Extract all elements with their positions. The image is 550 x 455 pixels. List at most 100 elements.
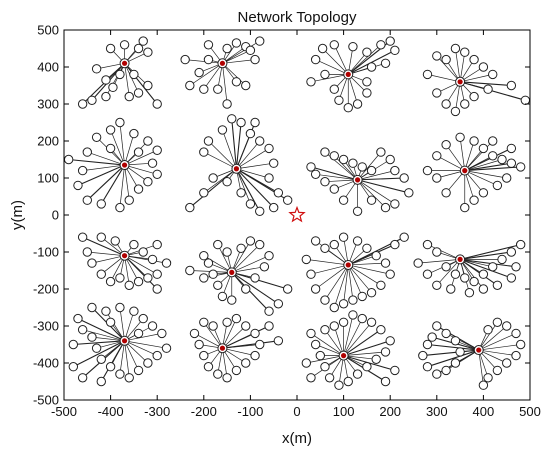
sensor-node-0-13: [115, 69, 125, 80]
link-6-19: [310, 166, 358, 181]
sensor-node-9-19: [264, 306, 274, 316]
x-axis-label: x(m): [282, 430, 312, 447]
sensor-node-5-4: [236, 117, 246, 128]
sensor-node-6-12: [380, 202, 391, 213]
link-12-7: [124, 340, 130, 378]
sensor-node-11-1: [432, 247, 442, 257]
sensor-node-0-5: [108, 82, 118, 93]
link-10-10: [347, 264, 372, 293]
link-14-9: [343, 355, 377, 360]
link-5-14: [236, 168, 251, 205]
sensor-node-11-13: [492, 280, 503, 290]
sensor-node-0-1: [105, 43, 116, 54]
sensor-node-8-12: [129, 239, 139, 250]
sensor-node-1-8: [250, 54, 260, 65]
link-6-8: [357, 170, 395, 181]
link-8-16: [124, 255, 167, 264]
sensor-node-1-7: [255, 36, 265, 46]
sensor-node-2-7: [385, 36, 395, 46]
sensor-node-14-7: [352, 369, 363, 379]
sensor-node-10-0: [310, 236, 321, 246]
link-2-3: [333, 44, 349, 75]
sensor-node-15-4: [450, 358, 461, 368]
link-9-9: [231, 255, 270, 273]
link-15-9: [427, 343, 479, 351]
link-1-13: [203, 63, 223, 90]
link-6-1: [334, 155, 358, 181]
sensor-node-2-5: [362, 47, 372, 57]
link-10-17: [310, 264, 349, 275]
link-15-8: [422, 349, 479, 357]
link-4-16: [82, 164, 125, 171]
sensor-node-7-1: [441, 140, 451, 150]
sensor-node-3-13: [432, 88, 442, 98]
link-10-12: [347, 264, 354, 301]
x-tick-label: 300: [426, 404, 448, 419]
sensor-node-13-5: [222, 373, 232, 383]
sensor-node-10-4: [352, 236, 363, 246]
sensor-node-12-24: [133, 328, 144, 339]
sensor-node-14-15: [348, 310, 358, 320]
link-13-16: [222, 325, 270, 349]
x-tick-label: 0: [293, 404, 300, 419]
link-15-14: [478, 333, 517, 351]
link-14-1: [315, 344, 344, 356]
sensor-node-0-0: [91, 64, 102, 74]
sensor-node-12-12: [157, 328, 167, 339]
sensor-node-2-10: [366, 62, 377, 72]
sensor-node-4-14: [82, 195, 93, 205]
sensor-node-14-10: [380, 347, 391, 357]
link-14-14: [343, 318, 363, 356]
link-11-11: [460, 258, 517, 268]
link-3-3: [455, 48, 461, 82]
sensor-node-2-3: [329, 40, 339, 50]
sensor-node-0-9: [124, 91, 134, 102]
cluster-head-6: [354, 177, 361, 183]
sensor-node-2-17: [320, 69, 330, 80]
sensor-node-6-11: [390, 199, 400, 209]
sensor-node-2-1: [310, 54, 321, 65]
link-12-1: [82, 329, 125, 342]
sensor-node-7-5: [488, 151, 498, 161]
link-5-8: [236, 162, 274, 170]
nodes-layer: [63, 36, 531, 390]
sensor-node-11-0: [422, 239, 433, 250]
sensor-node-15-16: [511, 350, 521, 361]
link-13-12: [222, 318, 237, 349]
sensor-node-2-9: [380, 58, 391, 68]
sensor-node-0-8: [77, 99, 88, 109]
link-4-11: [124, 165, 130, 201]
sensor-node-8-15: [152, 239, 162, 250]
link-8-0: [82, 236, 125, 257]
sensor-node-2-13: [352, 99, 363, 109]
sensor-node-1-12: [213, 84, 223, 94]
cluster-head-15: [476, 347, 482, 353]
sensor-node-0-3: [133, 43, 144, 54]
sensor-node-12-23: [105, 317, 116, 327]
link-12-8: [124, 340, 139, 371]
link-9-10: [231, 244, 260, 273]
sensor-node-14-5: [334, 380, 344, 390]
sensor-node-14-9: [371, 354, 381, 364]
link-5-9: [236, 168, 270, 179]
link-15-7: [427, 349, 479, 368]
sensor-node-6-13: [366, 195, 377, 205]
sensor-node-11-18: [422, 269, 433, 279]
link-7-9: [464, 170, 507, 179]
sensor-node-15-10: [427, 332, 437, 342]
sensor-node-5-5: [245, 128, 256, 139]
link-11-12: [459, 258, 512, 279]
chart-title: Network Topology: [238, 9, 357, 26]
sensor-node-10-2: [329, 239, 339, 250]
sensor-node-10-1: [320, 243, 330, 254]
sensor-node-3-11: [450, 106, 461, 117]
sensor-node-9-11: [245, 236, 256, 246]
sensor-node-14-3: [320, 362, 330, 372]
sensor-node-9-3: [213, 280, 223, 290]
sensor-node-9-8: [259, 262, 270, 272]
link-7-3: [464, 140, 475, 171]
cluster-head-11: [457, 256, 463, 262]
sensor-node-6-2: [338, 154, 349, 165]
link-11-17: [436, 259, 461, 286]
sensor-node-6-18: [310, 169, 321, 180]
